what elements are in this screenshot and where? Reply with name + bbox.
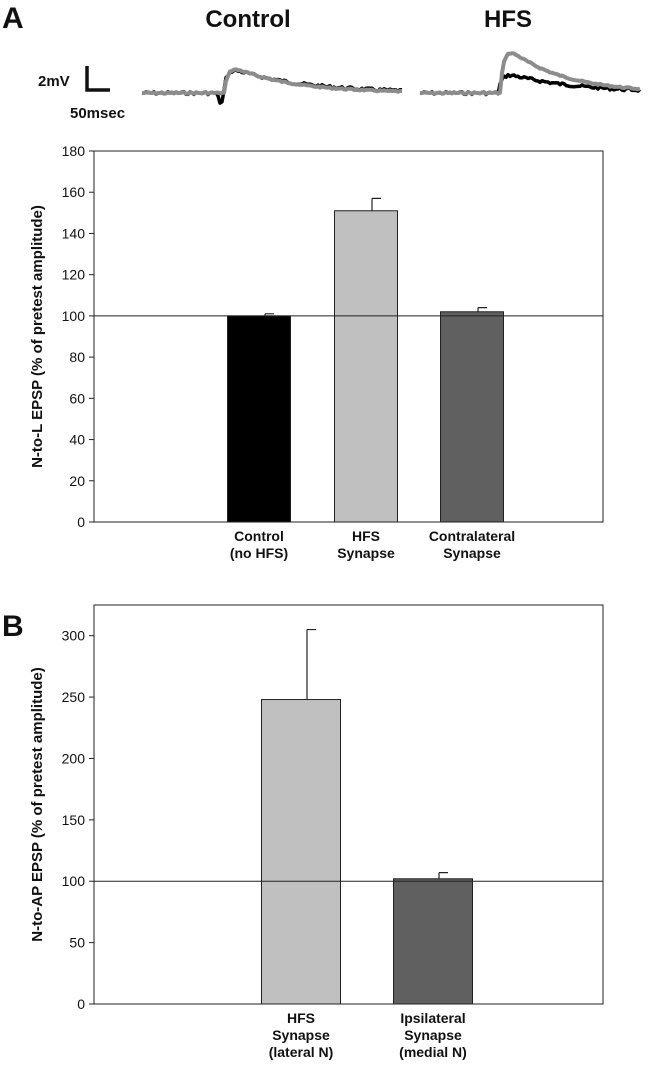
- chart-a-y-tick-label-8: 160: [62, 184, 86, 200]
- trace-control-pretest: [141, 68, 403, 105]
- scale-bar: 2mV 50msec: [38, 66, 125, 122]
- chart-b: N-to-AP EPSP (% of pretest amplitude) 0 5…: [29, 604, 604, 1060]
- chart-b-bar-1: [393, 878, 473, 1005]
- chart-a-y-tick-label-1: 20: [69, 473, 85, 489]
- chart-a-y-tick-label-9: 180: [62, 143, 86, 159]
- chart-a-y-tick-label-5: 100: [62, 308, 86, 324]
- chart-a-y-tick-label-6: 120: [62, 267, 86, 283]
- chart-a-bar-1: [334, 210, 398, 523]
- scale-bar-lines: [85, 66, 110, 92]
- chart-b-y-tick-label-5: 250: [62, 689, 86, 705]
- chart-b-y-tick-label-6: 300: [62, 628, 86, 644]
- chart-a-bar-0: [227, 315, 291, 523]
- chart-a-category-label-2-0: Contralateral: [429, 528, 515, 544]
- chart-a-category-label-0-0: Control: [234, 528, 284, 544]
- chart-a-category-label-2-1: Synapse: [443, 545, 501, 561]
- chart-b-y-tick-label-2: 100: [62, 873, 86, 889]
- chart-b-y-tick-label-0: 0: [77, 996, 85, 1012]
- chart-a-bar-2: [440, 311, 504, 523]
- chart-a-y-tick-label-7: 140: [62, 225, 86, 241]
- chart-b-bar-0: [261, 699, 341, 1005]
- chart-b-frame: [93, 604, 604, 1005]
- panel-b-label: B: [2, 610, 24, 643]
- chart-a: N-to-L EPSP (% of pretest amplitude) 0 20…: [29, 143, 604, 561]
- chart-a-y-axis-label: N-to-L EPSP (% of pretest amplitude): [29, 205, 46, 468]
- chart-b-category-label-0-1: Synapse: [272, 1027, 330, 1043]
- chart-b-y-axis-label: N-to-AP EPSP (% of pretest amplitude): [29, 667, 46, 941]
- chart-a-category-label-1-0: HFS: [352, 528, 380, 544]
- chart-b-error-bar-1: [438, 872, 448, 879]
- scale-label-voltage: 2mV: [38, 73, 70, 90]
- chart-a-y-tick-label-3: 60: [69, 390, 85, 406]
- traces-control: [141, 67, 403, 105]
- chart-a-y-tick-label-0: 0: [77, 514, 85, 530]
- chart-a-y-tick-label-4: 80: [69, 349, 85, 365]
- chart-b-error-bar-0: [306, 628, 316, 700]
- chart-b-y-tick-label-3: 150: [62, 812, 86, 828]
- chart-b-category-label-0-2: (lateral N): [269, 1044, 334, 1060]
- trace-hfs-posttest: [419, 51, 641, 96]
- chart-b-category-label-1-2: (medial N): [399, 1044, 467, 1060]
- chart-a-y-tick-label-2: 40: [69, 432, 85, 448]
- chart-a-category-label-0-1: (no HFS): [230, 545, 288, 561]
- chart-b-category-label-1-0: Ipsilateral: [400, 1010, 465, 1026]
- chart-b-category-label-1-1: Synapse: [404, 1027, 462, 1043]
- trace-title-control: Control: [205, 6, 290, 33]
- chart-a-error-bar-2: [477, 307, 487, 312]
- chart-a-error-bar-1: [371, 197, 381, 211]
- chart-b-y-tick-label-4: 200: [62, 750, 86, 766]
- chart-b-y-tick-label-1: 50: [69, 935, 85, 951]
- trace-control-posttest: [141, 67, 403, 96]
- trace-title-hfs: HFS: [484, 6, 532, 33]
- scale-label-time: 50msec: [70, 105, 125, 122]
- panel-a-label: A: [2, 2, 24, 35]
- traces-hfs: [419, 51, 642, 97]
- chart-b-category-label-0-0: HFS: [287, 1010, 315, 1026]
- chart-a-category-label-1-1: Synapse: [337, 545, 395, 561]
